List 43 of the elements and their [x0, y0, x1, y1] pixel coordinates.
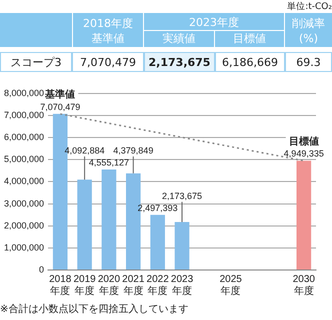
text: 2018年度 [73, 15, 143, 32]
y-tick-label: 8,000,000 [4, 88, 44, 98]
text: 実績値 [144, 30, 214, 46]
data-label: 4,379,849 [113, 145, 154, 156]
y-tick-label: 7,000,000 [4, 110, 44, 120]
text: 7,070,479 [72, 52, 144, 72]
x-tick-label: 2030年度 [292, 274, 316, 297]
text: スコープ3 [0, 52, 72, 72]
x-tick-label: 2023年度 [170, 274, 194, 297]
bar [296, 160, 312, 270]
data-label: 2,173,675 [162, 190, 202, 201]
text: 削減率 [285, 15, 332, 31]
y-tick-label: 5,000,000 [4, 154, 44, 164]
data-label: 4,555,127 [88, 157, 129, 168]
y-tick-label: 1,000,000 [4, 242, 44, 252]
text: 単位:t-CO₂ [286, 0, 332, 12]
x-tick-label: 2025年度 [220, 274, 242, 297]
data-label: 7,070,479 [40, 102, 80, 112]
text: (%) [285, 31, 332, 46]
x-tick-label: 2021年度 [122, 274, 145, 297]
data-label: 4,949,335 [284, 148, 324, 159]
text: 2,173,675 [144, 52, 215, 72]
bar [102, 169, 116, 270]
y-tick-label: 6,000,000 [4, 132, 44, 142]
text: 目標値 [215, 30, 284, 46]
bar [150, 214, 165, 270]
text: ※合計は小数点以下を四捨五入しています [0, 302, 188, 316]
bar [174, 222, 190, 270]
bar [77, 180, 92, 270]
x-tick-label: 2022年度 [146, 274, 170, 297]
text: 2023年度 [144, 15, 284, 30]
y-tick-label: 2,000,000 [4, 220, 44, 230]
y-tick-label: 4,000,000 [4, 176, 44, 186]
x-tick-label: 2018年度 [49, 274, 72, 297]
y-tick-label: 0 [39, 264, 44, 274]
x-tick-label: 2019年度 [73, 274, 96, 297]
text: 6,186,669 [215, 52, 285, 72]
annotation: 目標値 [288, 135, 319, 148]
text: 基準値 [73, 31, 143, 45]
annotation: 基準値 [44, 88, 76, 101]
x-tick-label: 2020年度 [98, 274, 120, 297]
text: 69.3 [285, 52, 332, 72]
y-tick-label: 3,000,000 [4, 198, 44, 208]
